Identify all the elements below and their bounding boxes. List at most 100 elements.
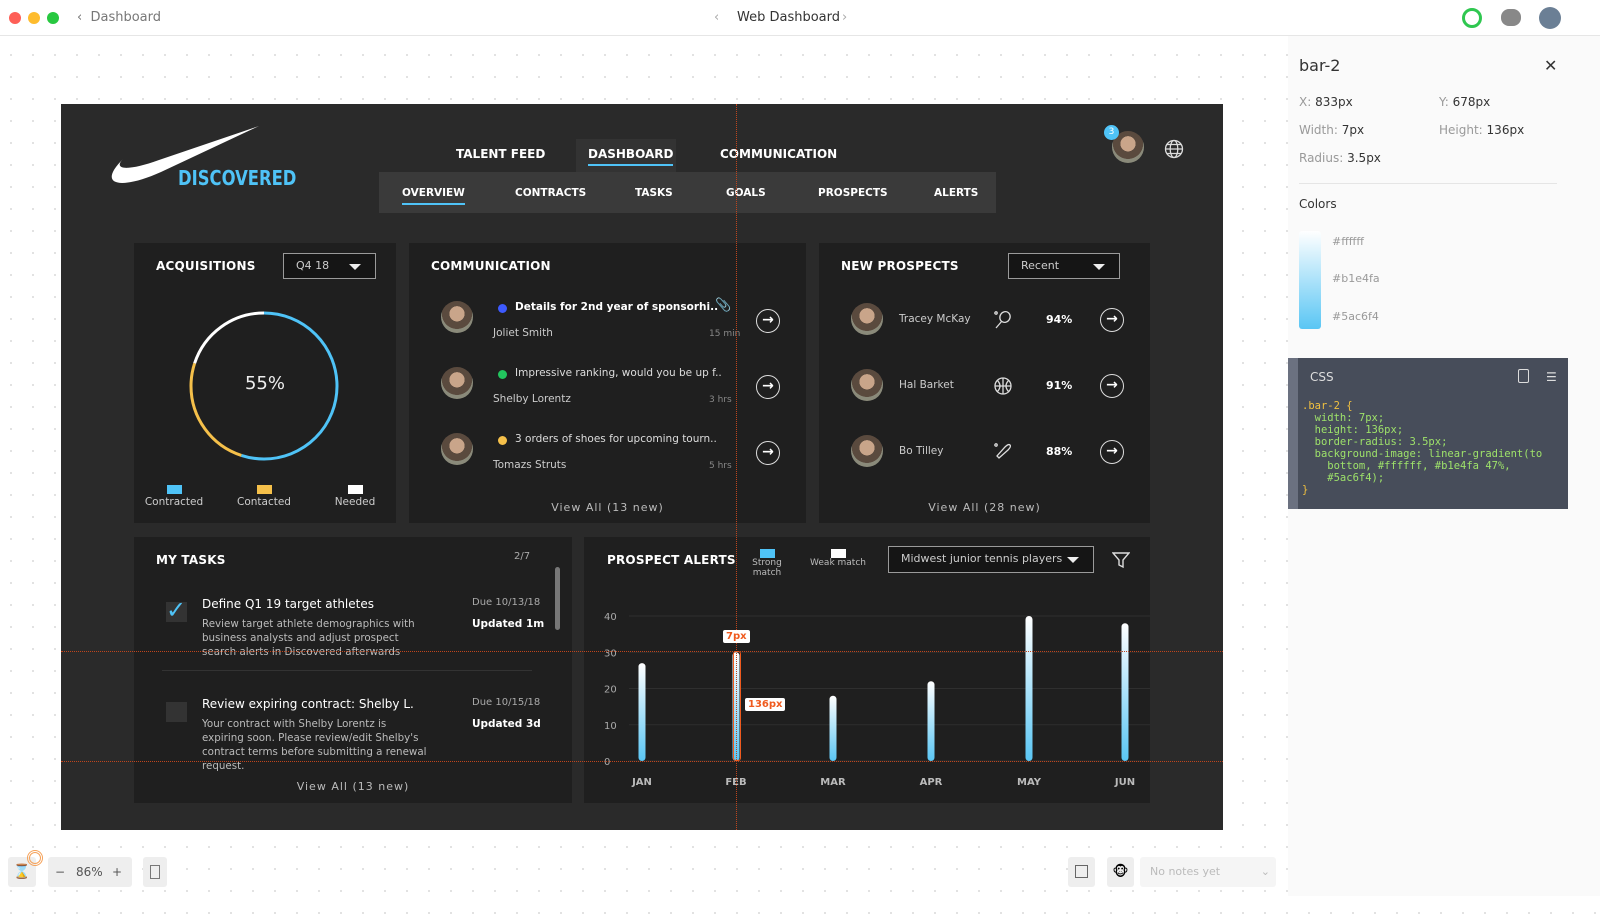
bar-may[interactable] — [1025, 616, 1033, 761]
message-item[interactable]: 3 orders of shoes for upcoming tourn.. T… — [409, 420, 806, 480]
color-stop[interactable]: #5ac6f4 — [1332, 310, 1379, 323]
basketball-icon — [994, 377, 1012, 395]
nike-swoosh-logo — [111, 126, 259, 183]
tasks-count: 2/7 — [514, 551, 531, 562]
prospect-avatar — [851, 369, 883, 401]
subtab-tasks[interactable]: TASKS — [635, 187, 673, 199]
bar-jan[interactable] — [638, 663, 646, 761]
prospect-name: Tracey McKay — [899, 313, 971, 325]
subtab-contracts[interactable]: CONTRACTS — [515, 187, 587, 199]
subtab-alerts[interactable]: ALERTS — [934, 187, 979, 199]
prospects-view-all-link[interactable]: View All (28 new) — [928, 501, 1041, 514]
tasks-title: MY TASKS — [156, 553, 226, 567]
artboards-button[interactable] — [143, 857, 167, 887]
prospect-item[interactable]: Tracey McKay 94% → — [819, 300, 1150, 340]
prev-artboard-icon[interactable]: ‹ — [714, 10, 720, 25]
subtab-goals[interactable]: GOALS — [726, 187, 766, 199]
task-checkbox[interactable]: ✓ — [166, 596, 187, 624]
prospects-sort-select[interactable]: Recent — [1008, 253, 1120, 279]
y-tick-label: 40 — [604, 612, 617, 623]
globe-icon[interactable] — [1164, 139, 1184, 159]
message-item[interactable]: Impressive ranking, would you be up f.. … — [409, 354, 806, 414]
close-window-button[interactable] — [9, 12, 21, 24]
message-item[interactable]: Details for 2nd year of sponsorhi.. 📎 Jo… — [409, 288, 806, 348]
zoom-out-button[interactable]: − — [55, 865, 66, 879]
css-line: border-radius: 3.5px; — [1302, 436, 1448, 448]
status-dot — [498, 370, 507, 379]
y-property: Y: 678px — [1439, 95, 1491, 109]
prospect-item[interactable]: Bo Tilley 88% → — [819, 432, 1150, 472]
donut-segment-contacted — [189, 311, 339, 461]
bar-jun[interactable] — [1121, 623, 1129, 761]
new-prospects-card: NEW PROSPECTS Recent Tracey McKay 94% → … — [819, 243, 1150, 523]
css-code-block: CSS ☰ .bar-2 { width: 7px; height: 136px… — [1288, 358, 1568, 509]
css-heading: CSS — [1310, 370, 1334, 384]
next-artboard-icon[interactable]: › — [842, 10, 848, 25]
open-prospect-arrow-icon[interactable]: → — [1100, 308, 1124, 332]
subtab-prospects[interactable]: PROSPECTS — [818, 187, 888, 199]
open-prospect-arrow-icon[interactable]: → — [1100, 374, 1124, 398]
back-button[interactable]: ‹ Dashboard — [77, 10, 161, 25]
bar-mar[interactable] — [829, 695, 837, 761]
zoom-level: 86% — [76, 865, 103, 879]
legend-swatch — [830, 549, 846, 558]
notification-badge[interactable]: 3 — [1104, 125, 1119, 140]
color-stop[interactable]: #ffffff — [1332, 235, 1364, 248]
tab-communication[interactable]: COMMUNICATION — [720, 147, 838, 161]
height-measure-tag: 136px — [745, 698, 786, 711]
filter-icon[interactable] — [1112, 551, 1130, 569]
layer-name: bar-2 — [1299, 56, 1341, 75]
task-checkbox[interactable] — [166, 702, 187, 722]
prospect-alerts-card: PROSPECT ALERTS Strong match Weak match … — [584, 537, 1150, 803]
task-title[interactable]: Review expiring contract: Shelby L. — [202, 697, 414, 711]
gradient-swatch[interactable] — [1299, 231, 1321, 329]
comments-icon[interactable] — [1501, 9, 1521, 26]
open-message-arrow-icon[interactable]: → — [756, 309, 780, 333]
bar-apr[interactable] — [927, 681, 935, 761]
settings-sliders-icon[interactable]: ☰ — [1546, 370, 1557, 384]
add-note-button[interactable] — [1068, 857, 1095, 887]
period-select[interactable]: Q4 18 — [283, 253, 376, 279]
prospects-title: NEW PROSPECTS — [841, 259, 959, 273]
prospect-item[interactable]: Hal Barket 91% → — [819, 366, 1150, 406]
tab-talent-feed[interactable]: TALENT FEED — [456, 147, 546, 161]
alert-filter-select[interactable]: Midwest junior tennis players — [888, 546, 1094, 573]
status-ring-icon[interactable] — [1462, 8, 1482, 28]
user-avatar[interactable] — [1539, 7, 1561, 29]
tasks-view-all-link[interactable]: View All (13 new) — [296, 780, 410, 793]
zoom-in-button[interactable]: + — [112, 865, 123, 879]
user-avatar-button[interactable]: 🐵 — [1107, 857, 1134, 887]
css-line: #5ac6f4); — [1302, 472, 1385, 484]
css-line: background-image: linear-gradient(to — [1302, 448, 1543, 460]
legend-label: Strong match — [752, 558, 782, 578]
css-line: width: 7px; — [1302, 412, 1385, 424]
communication-view-all-link[interactable]: View All (13 new) — [551, 501, 664, 514]
x-property: X: 833px — [1299, 95, 1353, 109]
zoom-control: − 86% + — [48, 857, 132, 887]
close-panel-icon[interactable]: ✕ — [1544, 56, 1558, 75]
open-prospect-arrow-icon[interactable]: → — [1100, 440, 1124, 464]
legend-label: Contacted — [237, 496, 291, 508]
tab-dashboard[interactable]: DASHBOARD — [576, 139, 676, 172]
legend-strong-match: Strong match — [737, 549, 797, 578]
subtab-overview[interactable]: OVERVIEW — [402, 187, 465, 205]
tasks-scrollbar[interactable] — [555, 567, 560, 630]
task-description: Review target athlete demographics with … — [202, 618, 415, 658]
divider — [1299, 183, 1557, 184]
copy-icon[interactable] — [1518, 369, 1529, 383]
maximize-window-button[interactable] — [47, 12, 59, 24]
minimize-window-button[interactable] — [28, 12, 40, 24]
title-bar: ‹ Dashboard ‹ Web Dashboard › — [0, 0, 1600, 36]
selected-bar-outline[interactable] — [733, 651, 741, 761]
task-due-date: Due 10/15/18 — [472, 697, 541, 708]
task-title[interactable]: Define Q1 19 target athletes — [202, 597, 374, 611]
radius-property: Radius: 3.5px — [1299, 151, 1381, 165]
notes-dropdown[interactable]: No notes yet ⌄ — [1140, 857, 1276, 887]
color-stop[interactable]: #b1e4fa — [1332, 272, 1380, 285]
status-dot — [498, 304, 507, 313]
y-tick-label: 20 — [604, 685, 617, 696]
message-subject: Impressive ranking, would you be up f.. — [515, 367, 722, 379]
open-message-arrow-icon[interactable]: → — [756, 375, 780, 399]
measure-guide-bottom — [61, 761, 1223, 762]
open-message-arrow-icon[interactable]: → — [756, 441, 780, 465]
